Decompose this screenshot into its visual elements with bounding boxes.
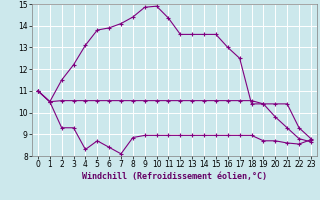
X-axis label: Windchill (Refroidissement éolien,°C): Windchill (Refroidissement éolien,°C) bbox=[82, 172, 267, 181]
